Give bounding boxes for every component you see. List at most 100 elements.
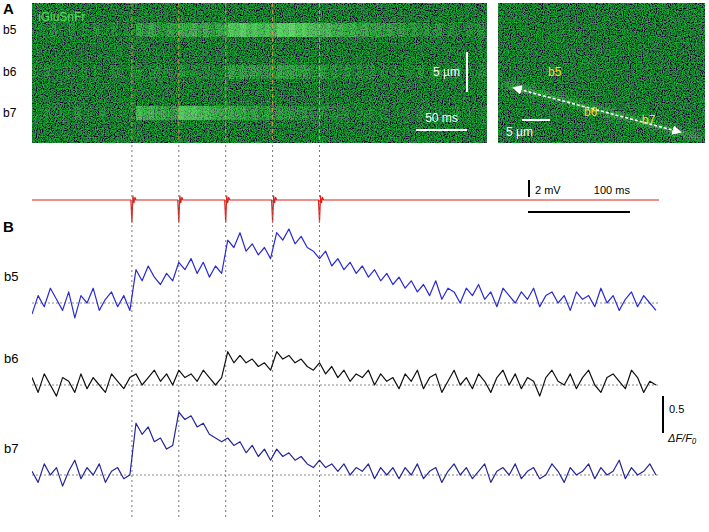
stimulus-line (225, 3, 226, 143)
linescan-pixel (442, 23, 448, 37)
indicator-label: iGluSnFr (38, 10, 85, 24)
linescan-pixel (44, 106, 50, 120)
linescan-pixel (277, 23, 283, 37)
linescan-pixel (252, 23, 258, 37)
linescan-pixel (179, 106, 185, 120)
linescan-pixel (93, 65, 99, 79)
linescan-pixel (283, 65, 289, 79)
linescan-pixel (234, 65, 240, 79)
linescan-pixel (81, 23, 87, 37)
linescan-pixel (216, 106, 222, 120)
row-label: b6 (3, 65, 17, 79)
scale-bar-unit: ΔF/F₀ (667, 432, 697, 444)
chart: b5b6b70.5ΔF/F₀ (4, 229, 697, 486)
linescan-pixel (69, 23, 75, 37)
stimulus-line (178, 3, 179, 143)
linescan-pixel (258, 23, 264, 37)
linescan-pixel (32, 65, 38, 79)
plot-area (32, 196, 659, 222)
stimulus-line (178, 145, 179, 520)
linescan-pixel (375, 23, 381, 37)
linescan-pixel (356, 65, 362, 79)
scale-bar-label: 5 µm (506, 125, 533, 139)
linescan-pixel (277, 106, 283, 120)
linescan-pixel (307, 23, 313, 37)
linescan-pixel (167, 23, 173, 37)
linescan-pixel (203, 23, 209, 37)
linescan-pixel (264, 23, 270, 37)
linescan-pixel (264, 65, 270, 79)
linescan-pixel (356, 106, 362, 120)
scale-bar-label: 5 µm (433, 65, 460, 79)
linescan-pixel (344, 106, 350, 120)
linescan-pixel (258, 65, 264, 79)
linescan-pixel (216, 23, 222, 37)
linescan-pixel (81, 65, 87, 79)
linescan-pixel (124, 23, 130, 37)
linescan-pixel (203, 106, 209, 120)
linescan-pixel (344, 23, 350, 37)
linescan-pixel (399, 23, 405, 37)
linescan-pixel (38, 23, 44, 37)
linescan-pixel (203, 65, 209, 79)
linescan-pixel (326, 23, 332, 37)
linescan-pixel (228, 65, 234, 79)
linescan-pixel (289, 23, 295, 37)
linescan-pixel (258, 106, 264, 120)
linescan-pixel (136, 65, 142, 79)
linescan-pixel (160, 23, 166, 37)
linescan-pixel (246, 23, 252, 37)
row-label: b7 (3, 106, 17, 120)
linescan-pixel (32, 106, 38, 120)
linescan-pixel (479, 65, 485, 79)
linescan-pixel (191, 65, 197, 79)
scale-bar-label: 2 mV (535, 184, 561, 196)
linescan-pixel (313, 106, 319, 120)
linescan-pixel (283, 23, 289, 37)
linescan-pixel (362, 23, 368, 37)
linescan-pixel (393, 106, 399, 120)
figure: Ab5b6b7iGluSnFr5 µm50 msb5b6b75 µmB2 mV1… (0, 0, 709, 532)
linescan-pixel (332, 65, 338, 79)
trace-label: b5 (4, 269, 18, 284)
stimulus-line (272, 3, 273, 143)
linescan-pixel (246, 106, 252, 120)
linescan-pixel (252, 106, 258, 120)
linescan-pixel (479, 23, 485, 37)
linescan-pixel (154, 106, 160, 120)
linescan-pixel (344, 65, 350, 79)
linescan-pixel (295, 23, 301, 37)
bouton-label: b5 (548, 65, 562, 79)
linescan-pixel (485, 23, 487, 37)
stimulus-line (131, 3, 132, 143)
dendrite-image (498, 3, 705, 143)
linescan-pixel (185, 65, 191, 79)
linescan-pixel (356, 23, 362, 37)
linescan-pixel (105, 23, 111, 37)
linescan-pixel (381, 106, 387, 120)
linescan-pixel (271, 65, 277, 79)
linescan-pixel (405, 23, 411, 37)
linescan-pixel (271, 23, 277, 37)
linescan-pixel (142, 23, 148, 37)
linescan-pixel (405, 65, 411, 79)
linescan-pixel (240, 23, 246, 37)
linescan-pixel (160, 65, 166, 79)
linescan-pixel (313, 65, 319, 79)
linescan-pixel (295, 65, 301, 79)
linescan-pixel (381, 65, 387, 79)
row-label: b5 (3, 23, 17, 37)
linescan-pixel (185, 106, 191, 120)
linescan-pixel (362, 106, 368, 120)
linescan-pixel (405, 106, 411, 120)
linescan-pixel (466, 23, 472, 37)
bouton-label: b7 (642, 113, 656, 127)
linescan-pixel (368, 106, 374, 120)
panel-a: Ab5b6b7iGluSnFr5 µm50 msb5b6b75 µm (3, 0, 705, 143)
linescan-pixel (411, 65, 417, 79)
linescan-pixel (209, 106, 215, 120)
linescan-pixel (148, 106, 154, 120)
bouton-label: b6 (584, 105, 598, 119)
linescan-pixel (112, 23, 118, 37)
trace-label: b7 (4, 441, 18, 456)
